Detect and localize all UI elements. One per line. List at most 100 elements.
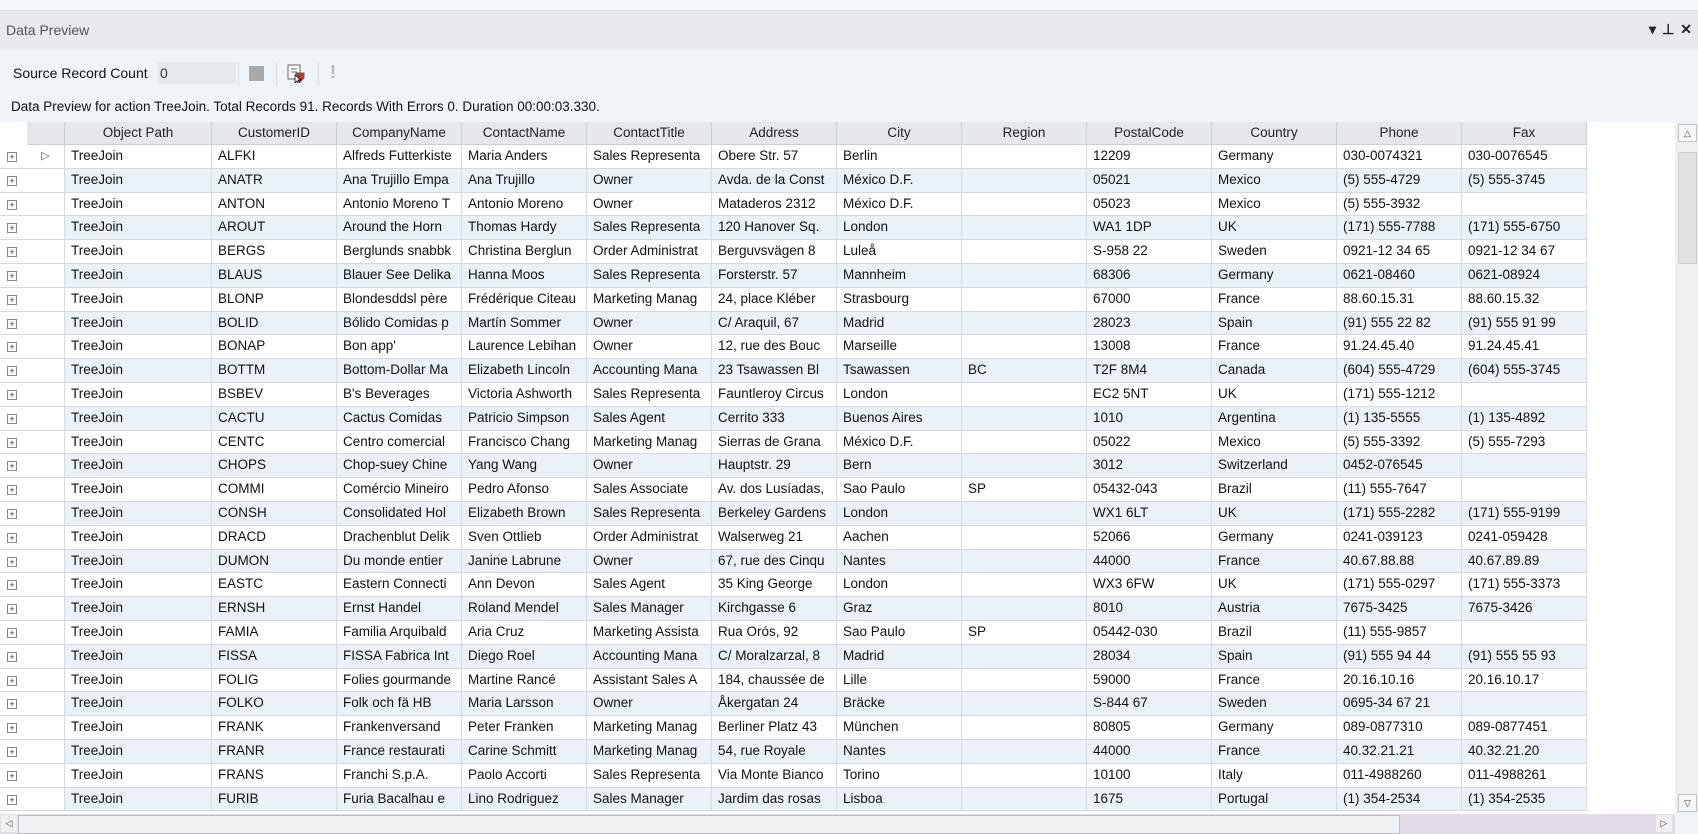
- cell-fax[interactable]: [1462, 192, 1587, 217]
- scroll-up-icon[interactable]: △: [1678, 124, 1697, 142]
- cell-fax[interactable]: (5) 555-7293: [1462, 430, 1587, 455]
- row-selector[interactable]: [27, 620, 65, 645]
- cell-phone[interactable]: (5) 555-3392: [1337, 430, 1462, 455]
- row-selector[interactable]: [27, 406, 65, 431]
- cell-phone[interactable]: 0695-34 67 21: [1337, 692, 1462, 717]
- row-selector[interactable]: [27, 644, 65, 669]
- cell-postalcode[interactable]: 3012: [1087, 454, 1212, 479]
- row-selector[interactable]: [27, 739, 65, 764]
- cell-contacttitle[interactable]: Owner: [587, 311, 712, 336]
- cell-postalcode[interactable]: 80805: [1087, 716, 1212, 740]
- expand-plus-icon[interactable]: +: [7, 485, 17, 496]
- cell-region[interactable]: [962, 406, 1087, 431]
- table-row[interactable]: + TreeJoin BOLID Bólido Comidas p Martín Som…: [0, 311, 1675, 336]
- cell-region[interactable]: [962, 597, 1087, 621]
- cell-contacttitle[interactable]: Marketing Manag: [587, 287, 712, 312]
- cell-customerid[interactable]: BSBEV: [212, 382, 337, 407]
- cell-postalcode[interactable]: WX3 6FW: [1087, 573, 1212, 598]
- cell-contactname[interactable]: Martín Sommer: [462, 311, 587, 336]
- cell-postalcode[interactable]: 05021: [1087, 168, 1212, 193]
- cell-address[interactable]: Åkergatan 24: [712, 692, 837, 717]
- expand-plus-icon[interactable]: +: [7, 270, 17, 281]
- cell-city[interactable]: México D.F.: [837, 168, 962, 193]
- row-selector[interactable]: [27, 382, 65, 407]
- cell-city[interactable]: Tsawassen: [837, 359, 962, 383]
- cell-phone[interactable]: (11) 555-7647: [1337, 478, 1462, 502]
- expand-plus-icon[interactable]: +: [7, 746, 17, 757]
- cell-postalcode[interactable]: 05432-043: [1087, 478, 1212, 502]
- cell-country[interactable]: Austria: [1212, 597, 1337, 621]
- expand-row-button[interactable]: +: [0, 454, 27, 479]
- cell-contactname[interactable]: Maria Anders: [462, 145, 587, 169]
- cell-object-path[interactable]: TreeJoin: [65, 335, 212, 360]
- table-row[interactable]: + TreeJoin CACTU Cactus Comidas Patricio Sim…: [0, 406, 1675, 431]
- cell-region[interactable]: [962, 382, 1087, 407]
- cell-country[interactable]: Germany: [1212, 263, 1337, 288]
- expand-row-button[interactable]: +: [0, 263, 27, 288]
- cell-customerid[interactable]: FRANR: [212, 739, 337, 764]
- cell-phone[interactable]: 88.60.15.31: [1337, 287, 1462, 312]
- expand-row-button[interactable]: +: [0, 501, 27, 526]
- expand-row-button[interactable]: +: [0, 406, 27, 431]
- scroll-left-icon[interactable]: ◁: [1, 815, 17, 832]
- cell-phone[interactable]: (1) 354-2534: [1337, 787, 1462, 812]
- cell-customerid[interactable]: BOTTM: [212, 359, 337, 383]
- cell-contactname[interactable]: Ann Devon: [462, 573, 587, 598]
- cell-companyname[interactable]: Antonio Moreno T: [337, 192, 462, 217]
- cell-address[interactable]: Cerrito 333: [712, 406, 837, 431]
- cell-object-path[interactable]: TreeJoin: [65, 287, 212, 312]
- cell-fax[interactable]: 20.16.10.17: [1462, 668, 1587, 693]
- cell-city[interactable]: London: [837, 382, 962, 407]
- table-row[interactable]: + TreeJoin COMMI Comércio Mineiro Pedro Afon…: [0, 478, 1675, 502]
- table-row[interactable]: + TreeJoin DRACD Drachenblut Delik Sven Ottl…: [0, 525, 1675, 550]
- table-row[interactable]: + TreeJoin FAMIA Familia Arquibald Aria Cruz…: [0, 620, 1675, 645]
- cell-object-path[interactable]: TreeJoin: [65, 168, 212, 193]
- cell-object-path[interactable]: TreeJoin: [65, 263, 212, 288]
- row-selector[interactable]: [27, 192, 65, 217]
- cell-region[interactable]: SP: [962, 620, 1087, 645]
- cell-fax[interactable]: 0621-08924: [1462, 263, 1587, 288]
- cell-companyname[interactable]: France restaurati: [337, 739, 462, 764]
- cell-companyname[interactable]: Comércio Mineiro: [337, 478, 462, 502]
- cell-postalcode[interactable]: EC2 5NT: [1087, 382, 1212, 407]
- row-selector[interactable]: [27, 430, 65, 455]
- cell-postalcode[interactable]: 44000: [1087, 739, 1212, 764]
- cell-country[interactable]: Mexico: [1212, 168, 1337, 193]
- table-row[interactable]: + TreeJoin CHOPS Chop-suey Chine Yang Wang Ow…: [0, 454, 1675, 479]
- cell-contacttitle[interactable]: Owner: [587, 692, 712, 717]
- cell-contactname[interactable]: Janine Labrune: [462, 549, 587, 574]
- row-selector[interactable]: [27, 763, 65, 788]
- expand-plus-icon[interactable]: +: [7, 199, 17, 210]
- cell-country[interactable]: UK: [1212, 501, 1337, 526]
- cell-country[interactable]: Sweden: [1212, 240, 1337, 264]
- row-selector[interactable]: ▷: [27, 145, 65, 169]
- cell-fax[interactable]: 0241-059428: [1462, 525, 1587, 550]
- cell-object-path[interactable]: TreeJoin: [65, 382, 212, 407]
- cell-phone[interactable]: (604) 555-4729: [1337, 359, 1462, 383]
- cell-region[interactable]: [962, 145, 1087, 169]
- row-selector[interactable]: [27, 168, 65, 193]
- cell-companyname[interactable]: Ernst Handel: [337, 597, 462, 621]
- cell-address[interactable]: 12, rue des Bouc: [712, 335, 837, 360]
- cell-contacttitle[interactable]: Sales Manager: [587, 597, 712, 621]
- expand-row-button[interactable]: +: [0, 430, 27, 455]
- cell-region[interactable]: [962, 263, 1087, 288]
- cell-country[interactable]: Mexico: [1212, 192, 1337, 217]
- expand-row-button[interactable]: +: [0, 739, 27, 764]
- cell-phone[interactable]: 011-4988260: [1337, 763, 1462, 788]
- cell-customerid[interactable]: CENTC: [212, 430, 337, 455]
- cell-contacttitle[interactable]: Sales Representa: [587, 145, 712, 169]
- cell-postalcode[interactable]: 52066: [1087, 525, 1212, 550]
- expand-row-button[interactable]: +: [0, 382, 27, 407]
- cell-postalcode[interactable]: 28023: [1087, 311, 1212, 336]
- cell-city[interactable]: Marseille: [837, 335, 962, 360]
- expand-plus-icon[interactable]: +: [7, 580, 17, 591]
- cell-fax[interactable]: [1462, 692, 1587, 717]
- cell-customerid[interactable]: ANTON: [212, 192, 337, 217]
- cell-object-path[interactable]: TreeJoin: [65, 525, 212, 550]
- cell-address[interactable]: Fauntleroy Circus: [712, 382, 837, 407]
- cell-companyname[interactable]: Folies gourmande: [337, 668, 462, 693]
- expand-plus-icon[interactable]: +: [7, 342, 17, 353]
- cell-region[interactable]: [962, 216, 1087, 241]
- cell-object-path[interactable]: TreeJoin: [65, 216, 212, 241]
